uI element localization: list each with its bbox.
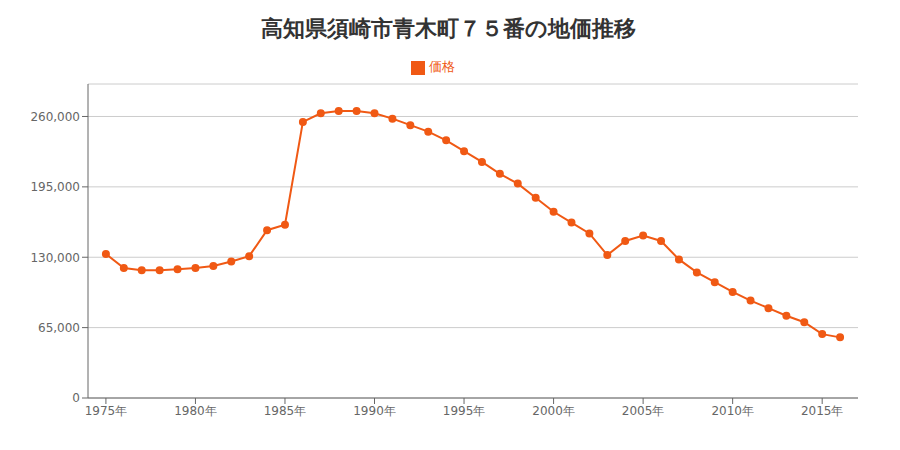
svg-text:1985年: 1985年 xyxy=(264,404,307,418)
svg-text:260,000: 260,000 xyxy=(30,110,80,124)
svg-text:130,000: 130,000 xyxy=(30,251,80,265)
svg-text:1980年: 1980年 xyxy=(174,404,217,418)
svg-text:195,000: 195,000 xyxy=(30,180,80,194)
svg-text:2000年: 2000年 xyxy=(532,404,575,418)
svg-text:1975年: 1975年 xyxy=(85,404,128,418)
svg-text:2010年: 2010年 xyxy=(711,404,754,418)
html-text:高知県須崎市青木町７５番の地価推移: 高知県須崎市青木町７５番の地価推移 xyxy=(260,16,636,41)
svg-text:65,000: 65,000 xyxy=(38,321,80,335)
svg-text:1995年: 1995年 xyxy=(443,404,486,418)
svg-text:1990年: 1990年 xyxy=(353,404,396,418)
svg-text:2005年: 2005年 xyxy=(622,404,665,418)
svg-text:2015年: 2015年 xyxy=(801,404,844,418)
html-text:価格: 価格 xyxy=(429,59,455,74)
svg-text:0: 0 xyxy=(72,391,80,405)
